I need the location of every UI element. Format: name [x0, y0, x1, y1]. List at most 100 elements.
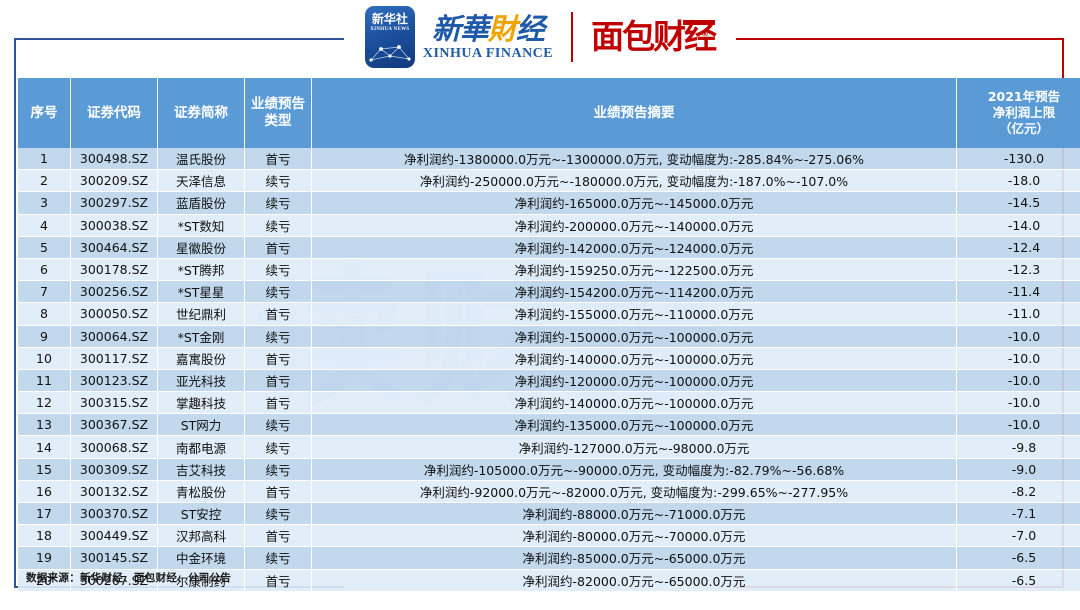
cell-index: 6 [18, 258, 71, 282]
table-row: 9 300064.SZ *ST金刚 续亏 净利润约-150000.0万元~-100000… [18, 325, 1080, 348]
cell-summary: 净利润约-120000.0万元~-100000.0万元 [311, 369, 957, 393]
cell-type: 续亏 [244, 191, 312, 215]
table-row: 16 300132.SZ 青松股份 首亏 净利润约-92000.0万元~-82000.0… [18, 480, 1080, 504]
cell-summary: 净利润约-142000.0万元~-124000.0万元 [311, 236, 957, 259]
frame-top-left-rule [14, 38, 344, 40]
cell-type: 首亏 [244, 148, 312, 171]
xinhua-cn-wordmark: 新華財经 [431, 11, 545, 46]
cell-profit-limit: -130.0 [956, 148, 1080, 171]
cell-index: 3 [18, 191, 71, 215]
cell-type: 首亏 [244, 302, 312, 326]
cell-profit-limit: -6.5 [956, 546, 1080, 570]
cell-profit-limit: -9.8 [956, 435, 1080, 459]
network-graphic-icon [369, 45, 411, 62]
cell-code: 300178.SZ [70, 258, 158, 282]
cell-profit-limit: -10.0 [956, 391, 1080, 415]
earnings-forecast-table-container: 序号 证券代码 证券简称 业绩预告 类型 业绩预告摘要 2021年预告 净利润上… [18, 78, 1080, 592]
cell-type: 续亏 [244, 502, 312, 526]
col-header-type-line2: 类型 [264, 113, 292, 129]
cell-type: 续亏 [244, 546, 312, 570]
cell-name: 天泽信息 [157, 169, 245, 193]
cell-profit-limit: -9.0 [956, 458, 1080, 481]
col-header-limit-line2: 净利润上限 [992, 105, 1056, 120]
cell-index: 5 [18, 236, 71, 259]
cell-type: 续亏 [244, 258, 312, 282]
cell-summary: 净利润约-250000.0万元~-180000.0万元, 变动幅度为:-187.… [311, 169, 957, 193]
xinhua-en-wordmark: XINHUA FINANCE [422, 45, 554, 61]
cell-summary: 净利润约-80000.0万元~-70000.0万元 [311, 524, 957, 548]
cell-profit-limit: -7.0 [956, 524, 1080, 548]
cell-type: 首亏 [244, 480, 312, 504]
mianbao-underline-bar [683, 20, 716, 25]
cell-index: 7 [18, 280, 71, 304]
cell-index: 16 [18, 480, 71, 504]
cell-index: 1 [18, 148, 71, 171]
cell-code: 300315.SZ [70, 391, 158, 415]
col-header-profit-limit: 2021年预告 净利润上限 （亿元） [956, 78, 1080, 148]
xinhua-news-badge-icon: 新华社 XINHUA NEWS [364, 6, 415, 68]
cell-code: 300123.SZ [70, 369, 158, 393]
cell-code: 300132.SZ [70, 480, 158, 504]
cell-name: 蓝盾股份 [157, 191, 245, 215]
xinhua-finance-wordmark: 新華財经 XINHUA FINANCE [423, 13, 553, 62]
branding-header: 新华社 XINHUA NEWS 新華財经 XINHUA FINANC [0, 2, 1080, 72]
cell-code: 300297.SZ [70, 191, 158, 215]
cell-summary: 净利润约-150000.0万元~-100000.0万元 [311, 325, 957, 348]
table-row: 20 300267.SZ 尔康制药 首亏 净利润约-82000.0万元~-65000.0… [18, 569, 1080, 592]
xinhua-finance-logo: 新华社 XINHUA NEWS 新華財经 XINHUA FINANC [364, 6, 553, 68]
cell-summary: 净利润约-135000.0万元~-100000.0万元 [311, 413, 957, 437]
cell-profit-limit: -10.0 [956, 369, 1080, 393]
cell-name: 掌趣科技 [157, 391, 245, 415]
cell-summary: 净利润约-85000.0万元~-65000.0万元 [311, 546, 957, 570]
cell-code: 300370.SZ [70, 502, 158, 526]
cell-type: 首亏 [244, 236, 312, 259]
col-header-type-line1: 业绩预告 [251, 96, 305, 112]
cell-summary: 净利润约-159250.0万元~-122500.0万元 [311, 258, 957, 282]
col-header-index: 序号 [18, 78, 71, 148]
cell-name: 温氏股份 [157, 148, 245, 171]
table-row: 12 300315.SZ 掌趣科技 首亏 净利润约-140000.0万元~-100000… [18, 391, 1080, 415]
cell-profit-limit: -11.4 [956, 280, 1080, 304]
cell-type: 首亏 [244, 391, 312, 415]
table-row: 5 300464.SZ 星徽股份 首亏 净利润约-142000.0万元~-124000.… [18, 236, 1080, 259]
col-header-code: 证券代码 [70, 78, 158, 148]
table-row: 10 300117.SZ 嘉寓股份 首亏 净利润约-140000.0万元~-100000… [18, 347, 1080, 370]
col-header-name: 证券简称 [157, 78, 245, 148]
cell-index: 18 [18, 524, 71, 548]
cell-summary: 净利润约-140000.0万元~-100000.0万元 [311, 347, 957, 370]
cell-name: ST安控 [157, 502, 245, 526]
cell-index: 13 [18, 413, 71, 437]
badge-en-label: XINHUA NEWS [370, 27, 410, 32]
cell-profit-limit: -14.0 [956, 214, 1080, 237]
cell-name: 南都电源 [157, 435, 245, 459]
cell-name: 嘉寓股份 [157, 347, 245, 370]
table-row: 6 300178.SZ *ST腾邦 续亏 净利润约-159250.0万元~-122500… [18, 258, 1080, 282]
cell-name: 亚光科技 [157, 369, 245, 393]
cell-name: ST网力 [157, 413, 245, 437]
cell-summary: 净利润约-155000.0万元~-110000.0万元 [311, 302, 957, 326]
mianbao-caijing-logo: 面包财经 ® [591, 16, 717, 58]
cell-index: 4 [18, 214, 71, 237]
cell-type: 续亏 [244, 280, 312, 304]
cell-name: 汉邦高科 [157, 524, 245, 548]
cell-code: 300068.SZ [70, 435, 158, 459]
cell-name: *ST腾邦 [157, 258, 245, 282]
cell-name: 世纪鼎利 [157, 302, 245, 326]
cell-type: 续亏 [244, 214, 312, 237]
cell-profit-limit: -7.1 [956, 502, 1080, 526]
cell-summary: 净利润约-165000.0万元~-145000.0万元 [311, 191, 957, 215]
cell-summary: 净利润约-88000.0万元~-71000.0万元 [311, 502, 957, 526]
data-source-note: 数据来源：新华财经、面包财经、公司公告 [26, 572, 232, 584]
table-row: 4 300038.SZ *ST数知 续亏 净利润约-200000.0万元~-140000… [18, 214, 1080, 237]
table-row: 1 300498.SZ 温氏股份 首亏 净利润约-1380000.0万元~-130000… [18, 148, 1080, 171]
cell-name: 星徽股份 [157, 236, 245, 259]
cell-index: 11 [18, 369, 71, 393]
cell-index: 20 [18, 569, 71, 592]
cell-code: 300050.SZ [70, 302, 158, 326]
badge-cn-label: 新华社 [371, 12, 408, 26]
col-header-type: 业绩预告 类型 [244, 78, 312, 148]
table-row: 8 300050.SZ 世纪鼎利 首亏 净利润约-155000.0万元~-110000.… [18, 302, 1080, 326]
cell-name: 中金环境 [157, 546, 245, 570]
cell-type: 首亏 [244, 524, 312, 548]
cell-type: 续亏 [244, 435, 312, 459]
